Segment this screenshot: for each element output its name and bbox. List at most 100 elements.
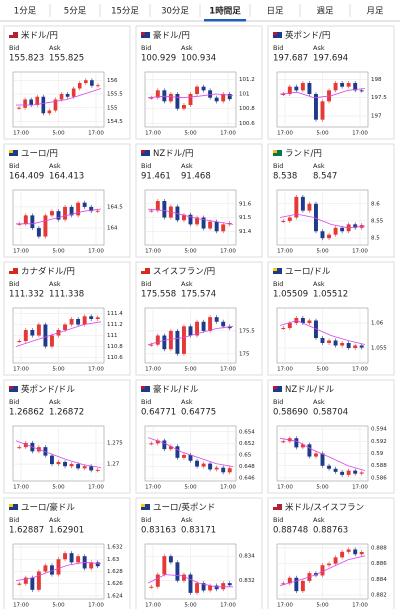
candle <box>214 585 219 590</box>
pair-name[interactable]: 英ポンド/円 <box>285 30 330 41</box>
candle <box>227 468 232 473</box>
candle <box>287 217 292 221</box>
x-tick-label: 5:00 <box>52 249 65 255</box>
y-tick-label: 0.832 <box>239 578 255 584</box>
candle <box>281 220 286 222</box>
candle <box>201 463 206 467</box>
flag <box>141 150 145 153</box>
ask-value: 0.64775 <box>181 408 216 418</box>
tab[interactable]: 1時間足 <box>209 6 241 17</box>
candle <box>307 83 312 94</box>
ask-label: Ask <box>313 516 325 524</box>
bid-label: Bid <box>273 280 283 288</box>
y-tick-label: 0.886 <box>371 561 387 567</box>
pair-name[interactable]: スイスフラン/円 <box>153 267 215 277</box>
candle <box>23 442 28 448</box>
pair-name[interactable]: 豪ドル/円 <box>153 30 190 41</box>
candle <box>300 580 305 592</box>
x-tick-label: 17:00 <box>13 485 29 491</box>
pair-name[interactable]: カナダドル/円 <box>21 266 75 277</box>
candle <box>89 466 94 471</box>
pair-name[interactable]: ユーロ/円 <box>21 149 58 159</box>
y-tick-label: 197.5 <box>371 95 387 101</box>
candle <box>333 340 338 346</box>
pair-name[interactable]: ランド/円 <box>285 149 322 159</box>
candle <box>201 583 206 591</box>
candle <box>281 583 286 585</box>
y-tick-label: 1.06 <box>371 321 384 327</box>
pair-name[interactable]: 英ポンド/ドル <box>21 384 75 395</box>
y-tick-label: 111 <box>107 333 118 339</box>
candle <box>227 326 232 329</box>
candle <box>63 206 67 220</box>
pair-name[interactable]: 豪ドル/ドル <box>153 384 199 395</box>
pair-name[interactable]: ユーロ/英ポンド <box>153 502 215 513</box>
candle <box>53 99 58 111</box>
candle <box>201 86 206 91</box>
tab[interactable]: 日足 <box>266 7 284 17</box>
y-tick-label: 198 <box>371 77 382 83</box>
flag <box>9 268 18 274</box>
flag <box>141 386 150 392</box>
pair-name[interactable]: 米ドル/円 <box>21 30 58 41</box>
y-tick-label: 154.5 <box>107 119 123 125</box>
pair-name[interactable]: ユーロ/ドル <box>285 267 331 277</box>
candle <box>320 101 325 120</box>
pair-name[interactable]: 米ドル/スイスフラン <box>285 502 364 513</box>
candle <box>95 469 100 471</box>
candle <box>76 319 81 325</box>
flag <box>273 504 277 507</box>
candle <box>195 217 199 225</box>
tab[interactable]: 30分足 <box>161 7 189 17</box>
candle <box>353 470 358 474</box>
tab[interactable]: 週足 <box>316 7 334 17</box>
ask-value: 1.26872 <box>49 408 84 418</box>
candle <box>320 231 325 239</box>
bid-value: 8.538 <box>273 172 297 182</box>
tab[interactable]: 1分足 <box>14 7 37 17</box>
candle <box>95 210 100 212</box>
ask-value: 1.05512 <box>313 290 348 300</box>
candle <box>23 577 28 584</box>
candle <box>195 460 199 467</box>
candle <box>307 203 312 211</box>
y-tick-label: 0.594 <box>371 427 387 433</box>
flag <box>273 150 282 156</box>
flag <box>273 504 282 510</box>
candle <box>359 552 364 555</box>
moving-average <box>279 213 366 229</box>
bid-value: 0.83163 <box>141 526 176 536</box>
tab[interactable]: 15分足 <box>111 7 139 17</box>
candle <box>214 317 219 322</box>
ask-label: Ask <box>49 162 61 170</box>
candle <box>346 470 351 475</box>
ask-label: Ask <box>181 44 193 52</box>
ask-label: Ask <box>181 516 193 524</box>
flag <box>273 268 277 271</box>
pair-name[interactable]: ユーロ/豪ドル <box>21 502 75 513</box>
pair-name[interactable]: NZドル/円 <box>153 149 194 159</box>
candle <box>50 211 54 216</box>
bid-label: Bid <box>9 516 19 524</box>
candle <box>47 110 52 114</box>
candle <box>340 83 345 87</box>
tab[interactable]: 5分足 <box>64 7 87 17</box>
tab[interactable]: 月足 <box>366 7 384 17</box>
pair-name[interactable]: NZドル/ドル <box>285 385 335 395</box>
candle <box>221 224 226 232</box>
